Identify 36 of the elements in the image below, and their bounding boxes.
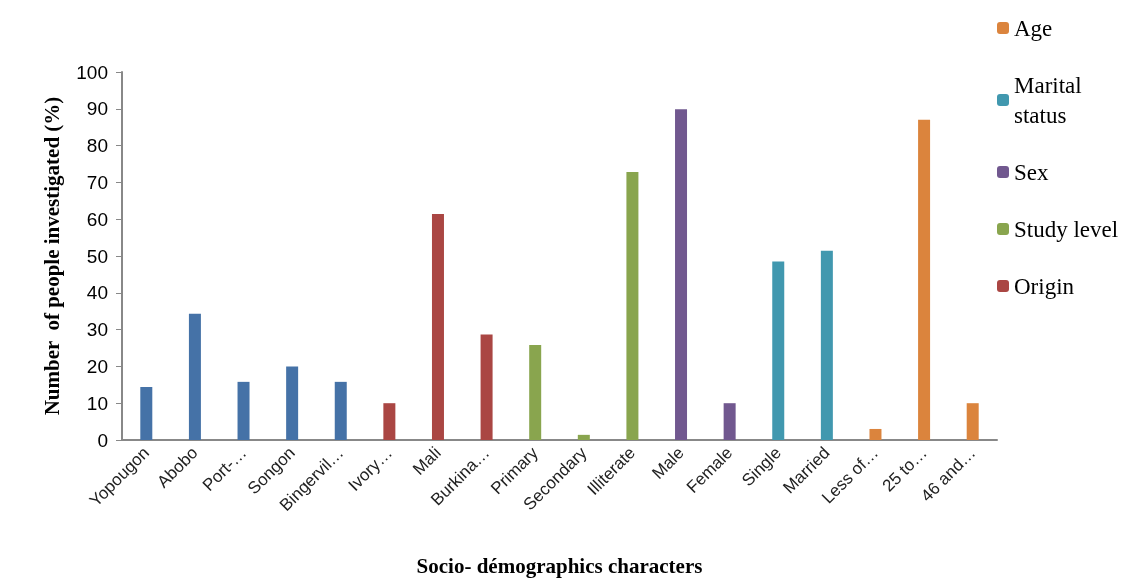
x-axis-title: Socio- démographics characters	[416, 553, 703, 578]
y-tick-label: 80	[86, 135, 108, 157]
bar	[334, 381, 347, 440]
bar	[188, 313, 201, 440]
legend-label: Study level	[1014, 216, 1119, 242]
y-tick-label: 10	[86, 392, 108, 414]
bar	[237, 381, 250, 440]
y-tick-label: 30	[86, 319, 108, 341]
legend-label: Origin	[1014, 273, 1075, 299]
legend-label: Marital status	[1014, 72, 1088, 128]
bar	[869, 428, 882, 440]
y-tick-label: 90	[86, 98, 108, 120]
bar	[577, 434, 590, 440]
bar	[431, 214, 444, 440]
bar	[383, 403, 396, 440]
bar	[723, 403, 736, 440]
y-tick-label: 20	[86, 355, 108, 377]
bar	[966, 403, 979, 440]
bar	[918, 119, 931, 440]
bar	[820, 250, 833, 440]
bar	[480, 334, 493, 440]
y-tick-label: 40	[86, 282, 108, 304]
y-tick-label: 70	[86, 171, 108, 193]
bar	[140, 387, 153, 440]
y-axis-title: Number of people investigated (%)	[39, 96, 64, 416]
bar	[772, 261, 785, 440]
y-tick-label: 0	[97, 429, 108, 451]
y-tick-label: 50	[86, 245, 108, 267]
y-tick-label: 60	[86, 208, 108, 230]
bar	[529, 345, 542, 440]
bar	[626, 172, 639, 440]
bar	[286, 366, 299, 440]
bar	[675, 109, 688, 440]
legend-label: Sex	[1014, 159, 1049, 185]
y-tick-label: 100	[76, 61, 108, 83]
legend-label: Age	[1014, 15, 1053, 41]
